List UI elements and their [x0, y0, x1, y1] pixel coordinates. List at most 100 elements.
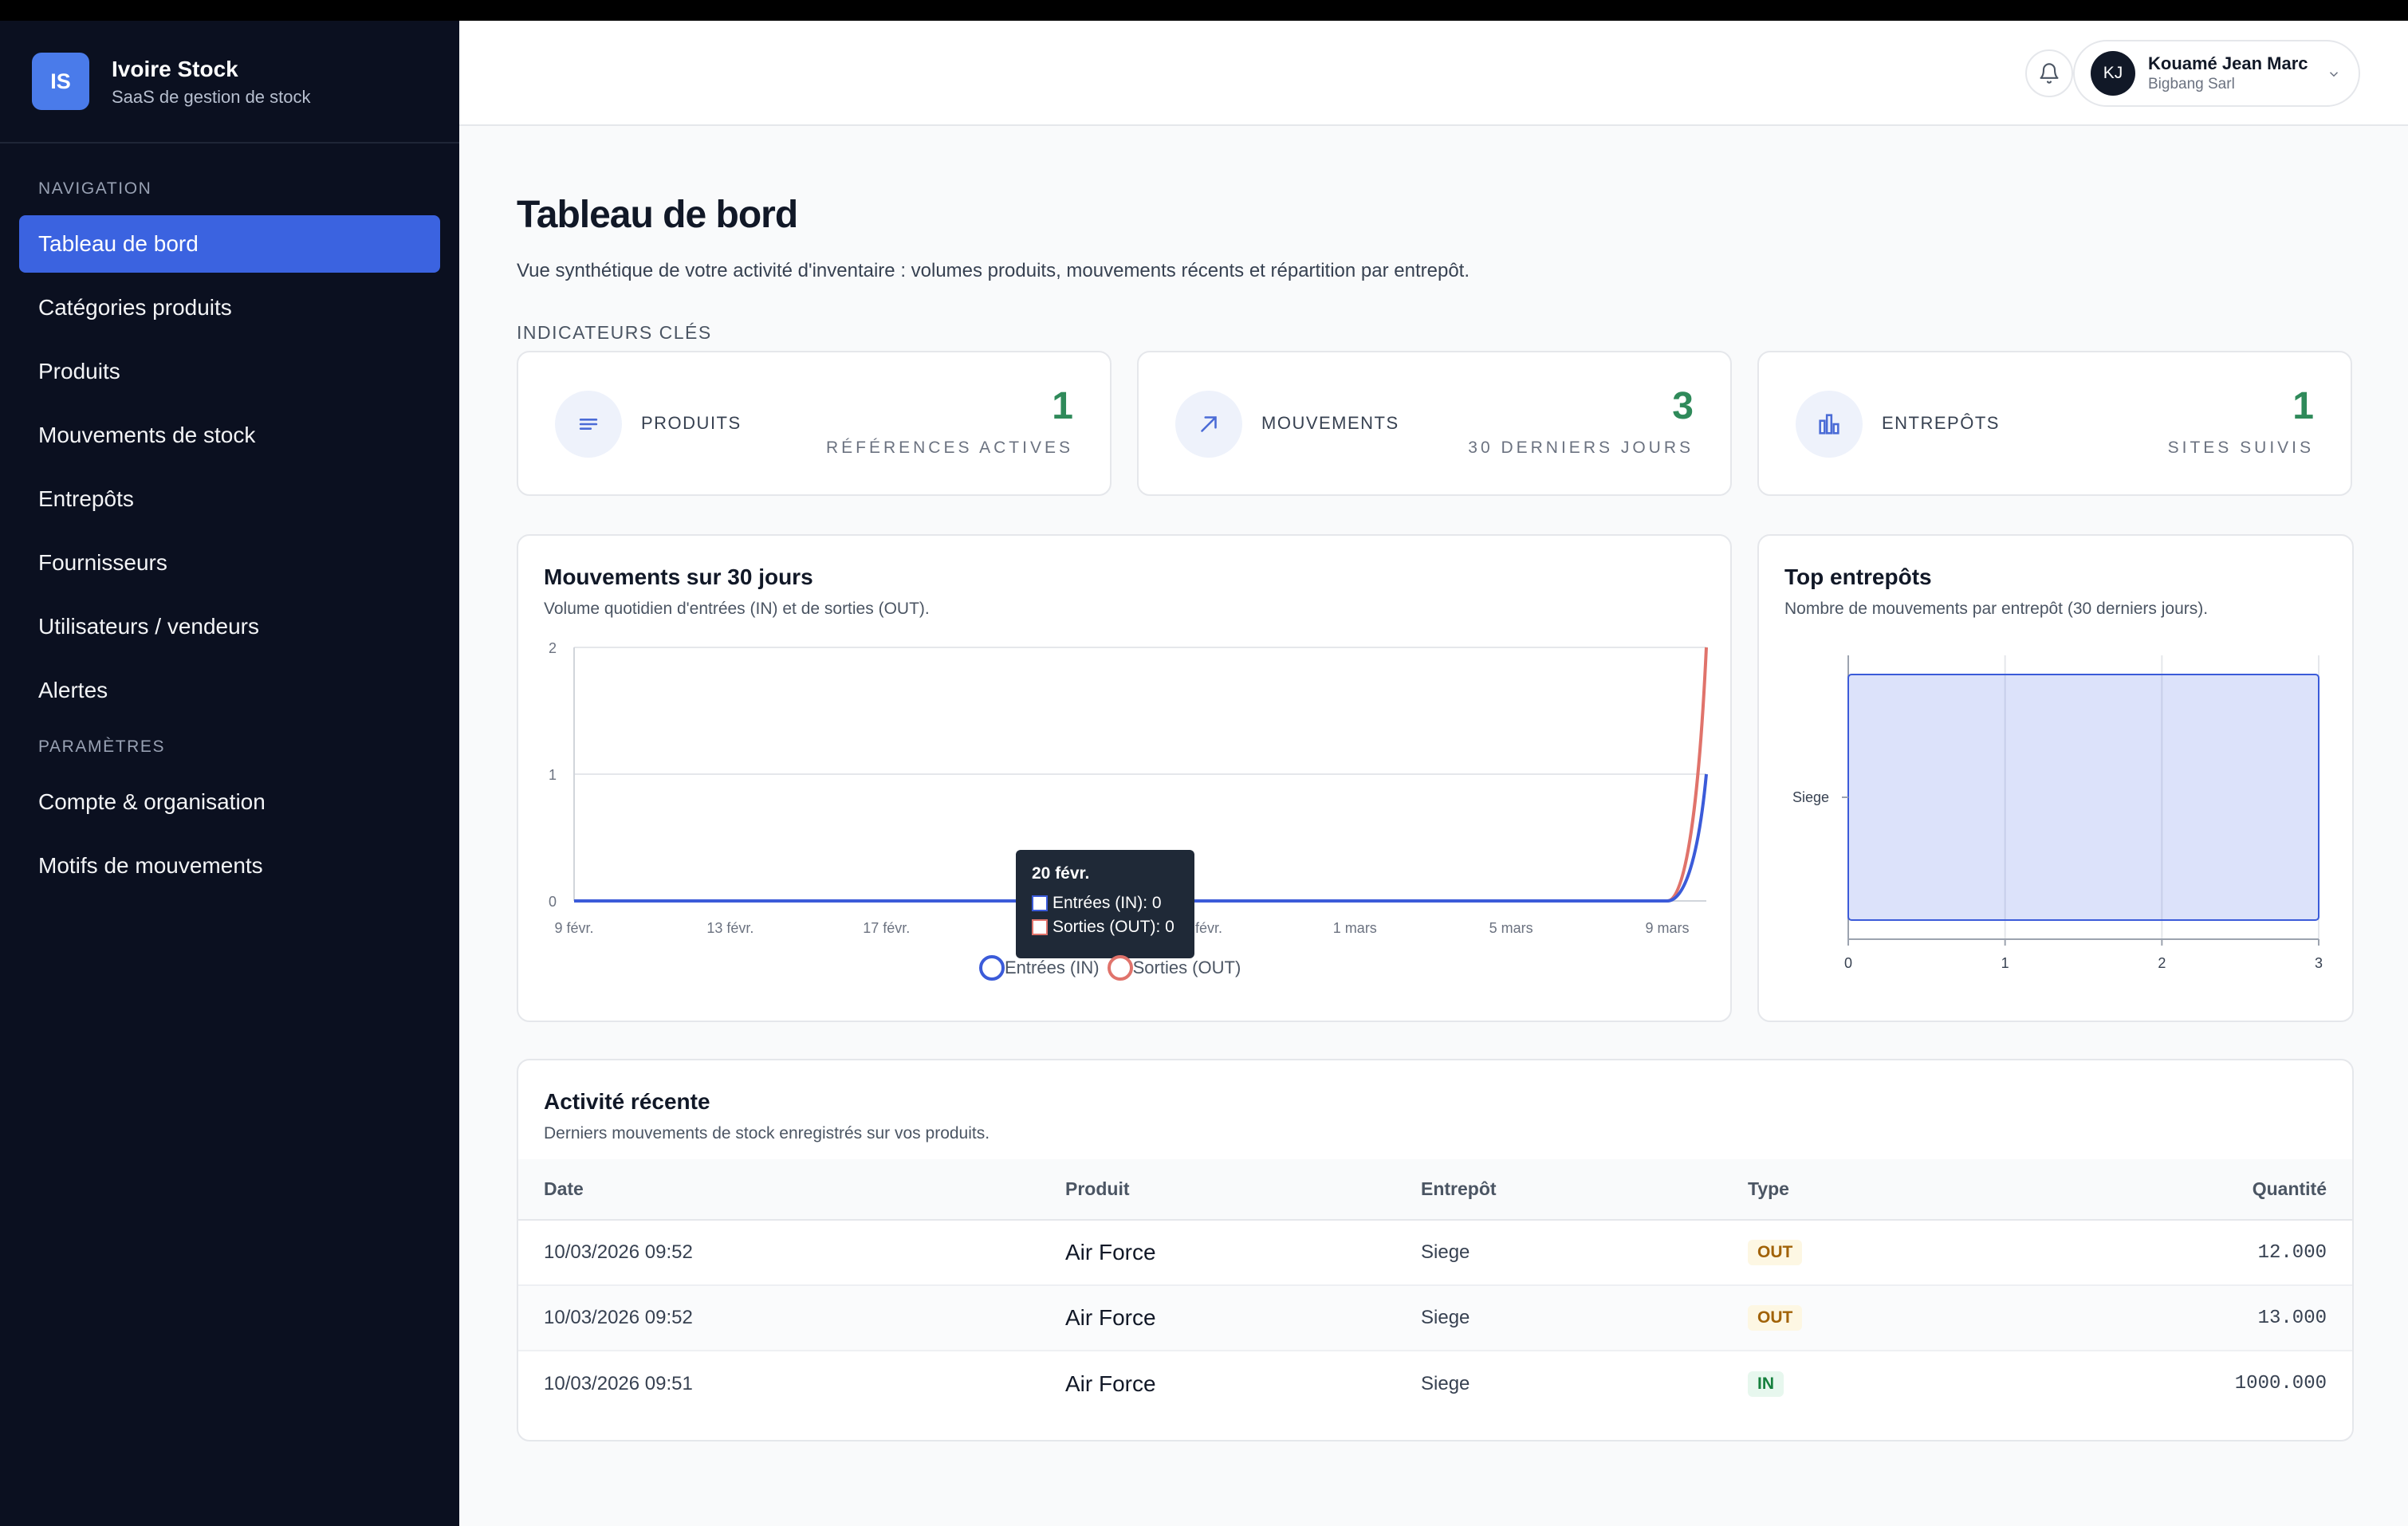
- kpi-label: PRODUITS: [641, 413, 742, 433]
- bar-chart-icon: [1796, 391, 1863, 458]
- column-header-quantity[interactable]: Quantité: [2041, 1159, 2352, 1221]
- cell-quantity: 1000.000: [2234, 1373, 2327, 1394]
- notifications-button[interactable]: [2025, 49, 2073, 97]
- user-org: Bigbang Sarl: [2148, 76, 2235, 92]
- cell-date: 10/03/2026 09:52: [518, 1285, 1040, 1351]
- sidebar-item-alerts[interactable]: Alertes: [38, 678, 108, 702]
- kpi-caption: 30 DERNIERS JOURS: [1468, 439, 1694, 457]
- tooltip-in-value: Entrées (IN): 0: [1053, 894, 1162, 912]
- x-tick-label: 9 févr.: [554, 920, 593, 936]
- sidebar-item-products[interactable]: Produits: [38, 359, 120, 383]
- y-tick-label: 0: [549, 894, 557, 910]
- kpi-value: 1: [1052, 385, 1073, 427]
- x-tick-label: 1: [2001, 955, 2009, 971]
- kpi-section-label: INDICATEURS CLÉS: [517, 322, 712, 343]
- x-tick-label: 1 mars: [1333, 920, 1377, 936]
- sidebar-item-dashboard[interactable]: Tableau de bord: [19, 215, 440, 273]
- x-tick-label: 5 mars: [1489, 920, 1533, 936]
- column-header-date[interactable]: Date: [518, 1159, 1040, 1221]
- cell-product: Air Force: [1040, 1285, 1395, 1351]
- table-row[interactable]: 10/03/2026 09:52 Air Force Siege OUT 12.…: [518, 1220, 2352, 1286]
- chart-subtitle: Nombre de mouvements par entrepôt (30 de…: [1784, 600, 2209, 618]
- kpi-caption: SITES SUIVIS: [2167, 439, 2314, 457]
- tooltip-date: 20 févr.: [1032, 864, 1090, 883]
- tooltip-in-swatch: [1032, 895, 1048, 911]
- cell-type: OUT: [1722, 1220, 2041, 1286]
- kpi-value: 1: [2292, 385, 2314, 427]
- legend-circle-in: [979, 955, 1005, 981]
- cell-date: 10/03/2026 09:52: [518, 1220, 1040, 1286]
- top-warehouses-card: Top entrepôts Nombre de mouvements par e…: [1757, 534, 2354, 1022]
- y-tick-label: 2: [549, 640, 557, 656]
- cell-quantity: 13.000: [2041, 1285, 2352, 1351]
- kpi-card-products: PRODUITS 1 RÉFÉRENCES ACTIVES: [517, 351, 1112, 496]
- sidebar-item-warehouses[interactable]: Entrepôts: [38, 486, 134, 511]
- page-subtitle: Vue synthétique de votre activité d'inve…: [517, 260, 1470, 281]
- nav-section-params: PARAMÈTRES: [38, 737, 166, 756]
- y-tick-label: 1: [549, 767, 557, 783]
- cell-quantity: 12.000: [2041, 1220, 2352, 1286]
- x-tick-label: 2: [2158, 955, 2166, 971]
- column-header-warehouse[interactable]: Entrepôt: [1395, 1159, 1722, 1221]
- cell-product: Air Force: [1065, 1371, 1156, 1396]
- x-tick-label: 13 févr.: [706, 920, 753, 936]
- chart-subtitle: Volume quotidien d'entrées (IN) et de so…: [544, 600, 930, 618]
- activity-table: Date Produit Entrepôt Type Quantité 10/0…: [518, 1159, 2352, 1416]
- tooltip-out-swatch: [1032, 919, 1048, 935]
- chart-title: Top entrepôts: [1784, 564, 1932, 589]
- type-badge: OUT: [1748, 1240, 1803, 1265]
- cell-type: IN: [1722, 1351, 2041, 1416]
- chart-legend: Entrées (IN) Sorties (OUT): [979, 955, 1249, 981]
- cell-warehouse: Siege: [1421, 1372, 1470, 1394]
- table-row[interactable]: 10/03/2026 09:51 Air Force Siege IN 1000…: [518, 1351, 2352, 1416]
- legend-item-in[interactable]: Entrées (IN): [979, 955, 1100, 981]
- x-tick-label: 3: [2315, 955, 2323, 971]
- user-menu-button[interactable]: KJ Kouamé Jean Marc Bigbang Sarl: [2073, 40, 2360, 107]
- x-tick-label: 17 févr.: [863, 920, 910, 936]
- main-area: KJ Kouamé Jean Marc Bigbang Sarl Tableau…: [459, 21, 2408, 1526]
- user-name: Kouamé Jean Marc: [2148, 53, 2308, 73]
- category-label: Siege: [1792, 789, 1829, 805]
- table-row[interactable]: 10/03/2026 09:52 Air Force Siege OUT 13.…: [518, 1285, 2352, 1351]
- kpi-label: ENTREPÔTS: [1882, 413, 2000, 433]
- kpi-caption: RÉFÉRENCES ACTIVES: [825, 439, 1073, 457]
- kpi-card-movements: MOUVEMENTS 3 30 DERNIERS JOURS: [1137, 351, 1732, 496]
- series-line-in: [574, 773, 1708, 903]
- chart-tooltip: 20 févr. Entrées (IN): 0 Sorties (OUT): …: [1016, 850, 1194, 958]
- bell-icon: [2040, 63, 2059, 84]
- activity-subtitle: Derniers mouvements de stock enregistrés…: [544, 1124, 990, 1143]
- cell-type: OUT: [1722, 1285, 2041, 1351]
- warehouses-bar-chart[interactable]: 0 1 2 3 Siege: [1759, 623, 2352, 1022]
- legend-label-out: Sorties (OUT): [1132, 958, 1241, 977]
- sidebar-item-categories[interactable]: Catégories produits: [38, 295, 232, 320]
- type-badge: IN: [1748, 1371, 1784, 1397]
- x-tick-label: 9 mars: [1646, 920, 1690, 936]
- kpi-card-warehouses: ENTREPÔTS 1 SITES SUIVIS: [1757, 351, 2352, 496]
- column-header-type[interactable]: Type: [1722, 1159, 2041, 1221]
- chart-title: Mouvements sur 30 jours: [544, 564, 813, 589]
- kpi-label: MOUVEMENTS: [1261, 413, 1399, 433]
- recent-activity-card: Activité récente Derniers mouvements de …: [517, 1059, 2354, 1441]
- sidebar-item-suppliers[interactable]: Fournisseurs: [38, 550, 167, 575]
- nav-section-navigation: NAVIGATION: [38, 179, 152, 198]
- brand[interactable]: IS Ivoire Stock SaaS de gestion de stock: [0, 21, 459, 144]
- brand-subtitle: SaaS de gestion de stock: [112, 87, 311, 107]
- sidebar-item-stock-movements[interactable]: Mouvements de stock: [38, 423, 256, 447]
- movements-chart-card: Mouvements sur 30 jours Volume quotidien…: [517, 534, 1732, 1022]
- arrow-up-right-icon: [1175, 391, 1242, 458]
- sidebar-item-account[interactable]: Compte & organisation: [38, 789, 266, 814]
- page-title: Tableau de bord: [517, 194, 798, 236]
- cell-warehouse: Siege: [1395, 1285, 1722, 1351]
- column-header-product[interactable]: Produit: [1040, 1159, 1395, 1221]
- bar: [1847, 674, 2319, 921]
- sidebar-item-users[interactable]: Utilisateurs / vendeurs: [38, 614, 260, 639]
- sidebar-item-movement-reasons[interactable]: Motifs de mouvements: [38, 853, 263, 878]
- topbar: KJ Kouamé Jean Marc Bigbang Sarl: [459, 21, 2408, 126]
- legend-item-out[interactable]: Sorties (OUT): [1107, 955, 1241, 981]
- kpi-value: 3: [1672, 385, 1694, 427]
- sidebar: IS Ivoire Stock SaaS de gestion de stock…: [0, 21, 459, 1526]
- brand-logo: IS: [32, 53, 89, 110]
- activity-title: Activité récente: [544, 1089, 710, 1114]
- cell-date: 10/03/2026 09:51: [544, 1372, 693, 1394]
- type-badge: OUT: [1748, 1305, 1803, 1331]
